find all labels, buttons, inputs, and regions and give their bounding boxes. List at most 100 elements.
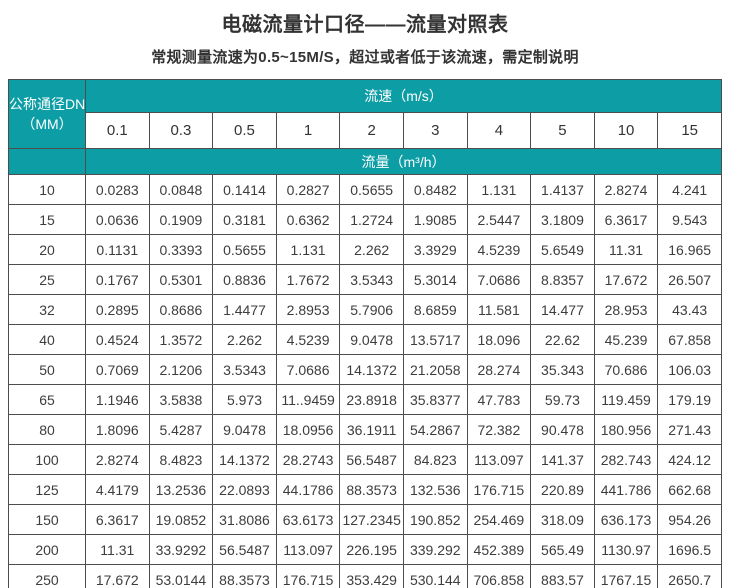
dn-value-cell: 20 [8, 234, 86, 265]
flow-value-cell: 0.8836 [212, 264, 277, 295]
flow-value-cell: 3.5838 [148, 384, 214, 415]
velocity-group-header: 流速（m/s） [85, 79, 722, 113]
flow-comparison-table: 公称通径DN （MM） 流速（m/s） 0.1 0.3 0.5 1 2 3 4 5 10 15 流… [8, 79, 722, 588]
flow-value-cell: 90.478 [530, 414, 595, 445]
flow-value-cell: 0.3181 [212, 204, 277, 235]
flow-value-cell: 4.241 [657, 174, 722, 205]
table-row: 65 1.1946 3.5838 5.973 11..9459 23.8918 35.837… [8, 384, 722, 415]
flow-value-cell: 56.5487 [212, 534, 277, 565]
flow-value-cell: 70.686 [593, 354, 659, 385]
flow-value-cell: 0.1767 [85, 264, 150, 295]
flow-value-cell: 22.0893 [212, 474, 277, 505]
table-row: 10 0.0283 0.0848 0.1414 0.2827 0.5655 0.8482 1.… [8, 174, 722, 205]
flow-value-cell: 7.0686 [275, 354, 341, 385]
flow-value-cell: 3.5343 [339, 264, 404, 295]
flow-value-cell: 28.953 [593, 294, 659, 325]
flow-value-cell: 0.5655 [339, 174, 404, 205]
flow-value-cell: 2.262 [339, 234, 404, 265]
flow-value-cell: 17.672 [593, 264, 659, 295]
dn-value-cell: 25 [8, 264, 86, 295]
flow-value-cell: 14.1372 [212, 444, 277, 475]
flow-value-cell: 141.37 [530, 444, 595, 475]
flow-value-cell: 8.6859 [402, 294, 468, 325]
dn-value-cell: 10 [8, 174, 86, 205]
table-row: 40 0.4524 1.3572 2.262 4.5239 9.0478 13.5717 18… [8, 324, 722, 355]
flow-value-cell: 636.173 [593, 504, 659, 535]
flow-value-cell: 220.89 [530, 474, 595, 505]
flow-value-cell: 113.097 [275, 534, 341, 565]
flow-value-cell: 6.3617 [85, 504, 150, 535]
table-row: 50 0.7069 2.1206 3.5343 7.0686 14.1372 21.2058… [8, 354, 722, 385]
dn-value-cell: 125 [8, 474, 86, 505]
flow-value-cell: 2.1206 [148, 354, 214, 385]
flow-label-spacer-cell [8, 148, 86, 175]
flow-value-cell: 0.7069 [85, 354, 150, 385]
flow-value-cell: 1.8096 [85, 414, 150, 445]
flow-value-cell: 11.31 [85, 534, 150, 565]
flow-value-cell: 132.536 [402, 474, 468, 505]
flow-value-cell: 0.1414 [212, 174, 277, 205]
table-row: 80 1.8096 5.4287 9.0478 18.0956 36.1911 54.286… [8, 414, 722, 445]
flow-value-cell: 23.8918 [339, 384, 404, 415]
flow-value-cell: 18.096 [466, 324, 532, 355]
flow-table-header: 公称通径DN （MM） 流速（m/s） 0.1 0.3 0.5 1 2 3 4 5 10 15 流… [8, 79, 722, 175]
flow-value-cell: 35.343 [530, 354, 595, 385]
flow-value-cell: 18.0956 [275, 414, 341, 445]
flow-value-cell: 0.1131 [85, 234, 150, 265]
flow-value-cell: 271.43 [657, 414, 722, 445]
table-row: 32 0.2895 0.8686 1.4477 2.8953 5.7906 8.6859 11… [8, 294, 722, 325]
speed-label-row: 公称通径DN （MM） 流速（m/s） [8, 79, 722, 149]
flow-value-cell: 6.3617 [593, 204, 659, 235]
velocity-header-cell: 1 [275, 112, 341, 149]
flow-table-body: 10 0.0283 0.0848 0.1414 0.2827 0.5655 0.8482 1.… [8, 174, 722, 588]
flow-value-cell: 9.0478 [339, 324, 404, 355]
flow-group-header: 流量（m³/h） [85, 148, 722, 175]
flow-value-cell: 19.0852 [148, 504, 214, 535]
flow-value-cell: 0.5655 [212, 234, 277, 265]
dn-value-cell: 150 [8, 504, 86, 535]
flow-value-cell: 26.507 [657, 264, 722, 295]
flow-value-cell: 67.858 [657, 324, 722, 355]
flow-value-cell: 16.965 [657, 234, 722, 265]
flow-value-cell: 47.783 [466, 384, 532, 415]
flow-value-cell: 8.4823 [148, 444, 214, 475]
dn-value-cell: 15 [8, 204, 86, 235]
flow-value-cell: 31.8086 [212, 504, 277, 535]
corner-header-line2: （MM） [21, 116, 73, 132]
flow-value-cell: 176.715 [275, 564, 341, 588]
flow-value-cell: 5.973 [212, 384, 277, 415]
flow-value-cell: 106.03 [657, 354, 722, 385]
flow-value-cell: 179.19 [657, 384, 722, 415]
flow-value-cell: 22.62 [530, 324, 595, 355]
flow-value-cell: 3.1809 [530, 204, 595, 235]
flow-value-cell: 53.0144 [148, 564, 214, 588]
flow-value-cell: 1.4137 [530, 174, 595, 205]
flow-value-cell: 1696.5 [657, 534, 722, 565]
flow-value-cell: 43.43 [657, 294, 722, 325]
flow-value-cell: 5.3014 [402, 264, 468, 295]
velocity-header-cell: 2 [339, 112, 404, 149]
velocity-header-cell: 10 [593, 112, 659, 149]
flow-value-cell: 706.858 [466, 564, 532, 588]
flow-value-cell: 13.5717 [402, 324, 468, 355]
flow-value-cell: 0.6362 [275, 204, 341, 235]
flow-value-cell: 353.429 [339, 564, 404, 588]
page-title: 电磁流量计口径——流量对照表 [221, 14, 509, 36]
flow-value-cell: 226.195 [339, 534, 404, 565]
flow-value-cell: 0.0848 [148, 174, 214, 205]
flow-value-cell: 190.852 [402, 504, 468, 535]
flow-value-cell: 4.4179 [85, 474, 150, 505]
table-row: 125 4.4179 13.2536 22.0893 44.1786 88.3573 132… [8, 474, 722, 505]
flow-value-cell: 3.3929 [402, 234, 468, 265]
flow-value-cell: 1130.97 [593, 534, 659, 565]
flow-value-cell: 5.7906 [339, 294, 404, 325]
flow-value-cell: 180.956 [593, 414, 659, 445]
flow-value-cell: 45.239 [593, 324, 659, 355]
flow-value-cell: 35.8377 [402, 384, 468, 415]
flow-value-cell: 0.1909 [148, 204, 214, 235]
flow-value-cell: 2.5447 [466, 204, 532, 235]
flow-value-cell: 127.2345 [339, 504, 404, 535]
velocity-header-cell: 5 [530, 112, 595, 149]
flow-value-cell: 318.09 [530, 504, 595, 535]
flow-value-cell: 11..9459 [275, 384, 341, 415]
